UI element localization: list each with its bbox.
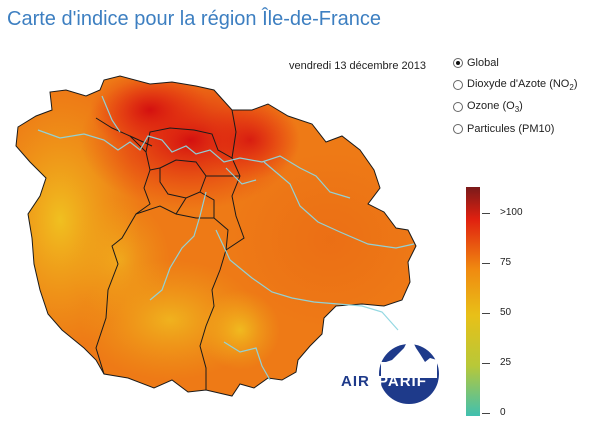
- airparif-logo: [379, 330, 439, 404]
- legend-label-25: 25: [500, 357, 512, 368]
- legend-tick-0: [482, 413, 490, 414]
- logo-text-air: AIR: [341, 373, 370, 390]
- department-borders: [15, 75, 417, 397]
- radio-pm10[interactable]: [453, 124, 463, 134]
- legend-bar: [466, 187, 480, 416]
- eiffel-skyline-icon: [381, 330, 437, 378]
- legend-label-100: >100: [500, 207, 523, 218]
- option-pm10-label: Particules (PM10): [467, 123, 555, 135]
- heatmap-layer: [16, 76, 416, 396]
- legend-tick-50: [482, 313, 490, 314]
- radio-o3[interactable]: [453, 102, 463, 112]
- date-label: vendredi 13 décembre 2013: [289, 60, 426, 72]
- legend-label-50: 50: [500, 307, 512, 318]
- option-o3-label: Ozone (O3): [467, 99, 523, 115]
- legend-tick-25: [482, 363, 490, 364]
- option-global[interactable]: Global: [453, 52, 578, 74]
- option-no2-label: Dioxyde d'Azote (NO2): [467, 77, 578, 93]
- pollutant-selector: Global Dioxyde d'Azote (NO2) Ozone (O3) …: [453, 52, 578, 140]
- page-title: Carte d'indice pour la région Île-de-Fra…: [7, 8, 382, 30]
- legend-tick-75: [482, 263, 490, 264]
- radio-no2[interactable]: [453, 80, 463, 90]
- radio-global[interactable]: [453, 58, 463, 68]
- option-global-label: Global: [467, 57, 499, 69]
- option-o3[interactable]: Ozone (O3): [453, 96, 578, 118]
- legend-tick-100: [482, 213, 490, 214]
- legend-label-75: 75: [500, 257, 512, 268]
- logo-text-parif: PARIF: [378, 373, 427, 390]
- legend-label-0: 0: [500, 407, 506, 418]
- option-no2[interactable]: Dioxyde d'Azote (NO2): [453, 74, 578, 96]
- rivers: [37, 95, 415, 381]
- option-pm10[interactable]: Particules (PM10): [453, 118, 578, 140]
